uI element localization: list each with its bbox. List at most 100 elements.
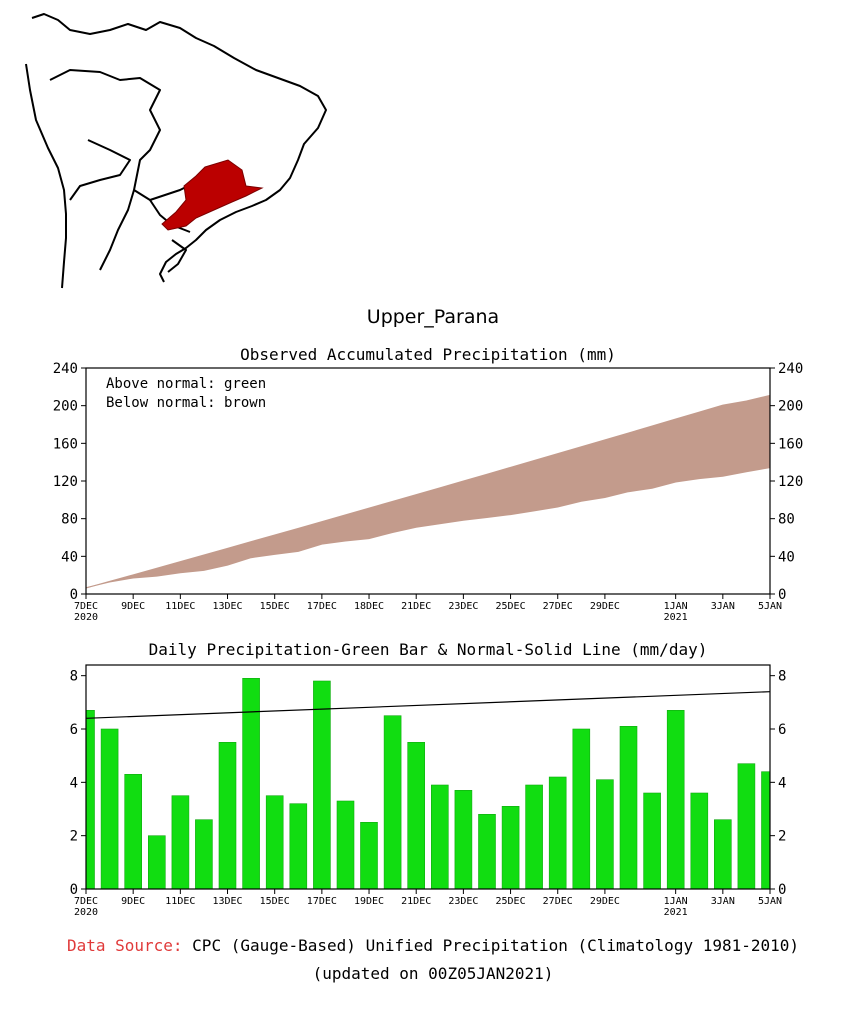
y-tick-label-right: 4 [778, 775, 786, 791]
x-tick-label: 11DEC [165, 896, 195, 907]
chart-title: Daily Precipitation-Green Bar & Normal-S… [149, 640, 708, 659]
y-tick-label-right: 160 [778, 436, 803, 452]
daily-bar [501, 806, 520, 890]
y-tick-label-right: 120 [778, 474, 803, 490]
x-tick-label: 21DEC [401, 601, 431, 612]
chart-title: Observed Accumulated Precipitation (mm) [240, 345, 616, 364]
x-tick-label: 13DEC [212, 601, 242, 612]
daily-bar [572, 728, 591, 890]
x-tick-label: 29DEC [590, 601, 620, 612]
south-america-west-coast [25, 63, 67, 289]
daily-bar [289, 803, 308, 890]
daily-bar [313, 680, 331, 890]
daily-bar [430, 784, 449, 890]
source-label: Data Source: [66, 936, 183, 955]
daily-bar [100, 728, 119, 890]
y-tick-label-left: 120 [53, 474, 78, 490]
x-tick-label: 7DEC [74, 601, 98, 612]
map-region-highlight [161, 159, 264, 231]
y-tick-label-left: 8 [70, 669, 78, 685]
country-border-2 [69, 139, 131, 201]
daily-bar [596, 779, 614, 890]
x-tick-label: 17DEC [307, 601, 337, 612]
x-tick-sublabel: 2020 [74, 907, 98, 918]
footer-source: Data Source: CPC (Gauge-Based) Unified P… [0, 936, 866, 955]
y-tick-label-left: 160 [53, 436, 78, 452]
x-tick-label: 7DEC [74, 896, 98, 907]
x-tick-label: 15DEC [260, 601, 290, 612]
daily-bar [478, 814, 496, 890]
plot-frame [85, 664, 771, 890]
x-tick-label: 5JAN [758, 601, 782, 612]
daily-bar [407, 742, 426, 890]
region-title: Upper_Parana [366, 306, 500, 328]
y-tick-label-right: 40 [778, 549, 795, 565]
y-tick-label-right: 6 [778, 722, 786, 738]
daily-bar [383, 715, 402, 890]
plot-frame [85, 367, 771, 595]
daily-bar [336, 800, 355, 890]
x-tick-label: 11DEC [165, 601, 195, 612]
daily-bar [737, 763, 756, 890]
daily-bar [690, 792, 709, 890]
x-tick-label: 23DEC [448, 601, 478, 612]
accumulated-precip-chart: Observed Accumulated Precipitation (mm) 0… [53, 345, 804, 623]
daily-bar [218, 742, 237, 890]
y-tick-label-left: 2 [70, 829, 78, 845]
y-tick-label-left: 4 [70, 775, 78, 791]
daily-precip-chart: Daily Precipitation-Green Bar & Normal-S… [70, 640, 787, 918]
normal-solid-line [85, 691, 771, 719]
source-text: CPC (Gauge-Based) Unified Precipitation … [192, 936, 800, 955]
daily-bar [643, 792, 661, 890]
daily-bar [619, 726, 638, 890]
daily-bar [454, 790, 473, 890]
x-tick-label: 1JAN [664, 601, 688, 612]
daily-bar [195, 819, 213, 890]
y-tick-label-left: 0 [70, 587, 78, 603]
x-tick-sublabel: 2021 [664, 907, 688, 918]
x-tick-label: 18DEC [354, 601, 384, 612]
x-tick-label: 3JAN [711, 896, 735, 907]
x-tick-label: 3JAN [711, 601, 735, 612]
y-tick-label-right: 0 [778, 882, 786, 898]
x-tick-label: 27DEC [543, 601, 573, 612]
daily-bar [85, 710, 95, 890]
y-tick-label-right: 80 [778, 512, 795, 528]
x-tick-label: 15DEC [260, 896, 290, 907]
x-tick-label: 23DEC [448, 896, 478, 907]
x-tick-label: 25DEC [495, 896, 525, 907]
x-tick-sublabel: 2021 [664, 612, 688, 623]
region-map [25, 13, 327, 289]
daily-bar [360, 822, 378, 890]
normal-line [85, 394, 771, 589]
y-tick-label-right: 200 [778, 399, 803, 415]
footer-updated: (updated on 00Z05JAN2021) [312, 964, 554, 983]
daily-bar [525, 784, 543, 890]
daily-bar [265, 795, 284, 890]
y-tick-label-right: 0 [778, 587, 786, 603]
legend-above-normal: Above normal: green [106, 376, 266, 392]
x-tick-label: 29DEC [590, 896, 620, 907]
y-tick-label-left: 6 [70, 722, 78, 738]
y-tick-label-left: 240 [53, 361, 78, 377]
x-tick-label: 25DEC [495, 601, 525, 612]
y-tick-label-right: 2 [778, 829, 786, 845]
y-tick-label-right: 8 [778, 669, 786, 685]
x-tick-label: 21DEC [401, 896, 431, 907]
x-tick-label: 9DEC [121, 601, 145, 612]
y-tick-label-right: 240 [778, 361, 803, 377]
observed-line [85, 467, 771, 589]
daily-bar [713, 819, 732, 890]
x-tick-label: 5JAN [758, 896, 782, 907]
daily-bar [171, 795, 190, 890]
south-america-coastline [31, 13, 327, 283]
x-tick-sublabel: 2020 [74, 612, 98, 623]
y-tick-label-left: 80 [61, 512, 78, 528]
country-border [49, 69, 201, 201]
x-tick-label: 19DEC [354, 896, 384, 907]
x-tick-label: 1JAN [664, 896, 688, 907]
y-tick-label-left: 200 [53, 399, 78, 415]
daily-bar [548, 776, 567, 890]
daily-bar [148, 835, 166, 890]
daily-bar [761, 771, 771, 890]
